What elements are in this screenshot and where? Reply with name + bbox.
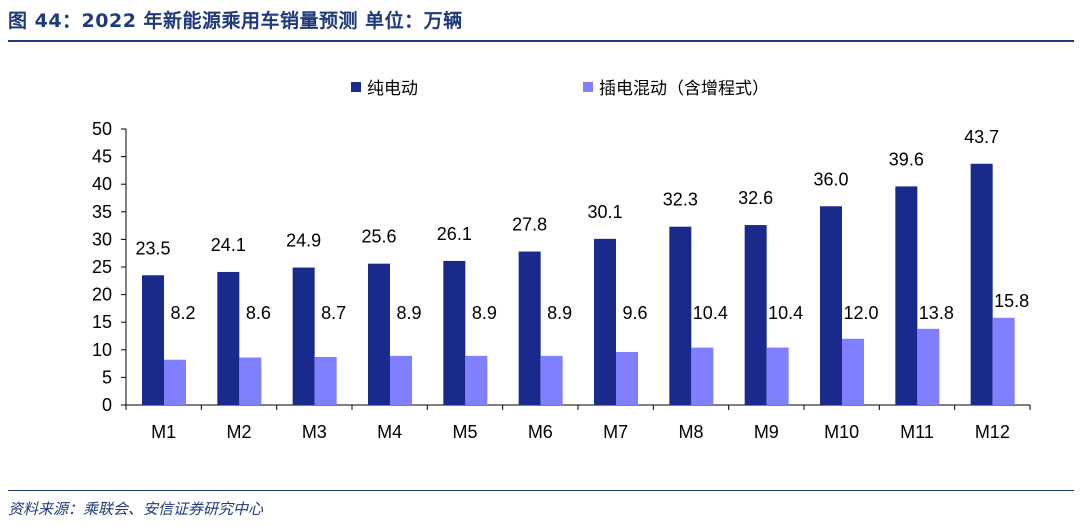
x-category-label: M10	[824, 422, 859, 442]
data-label-bev: 32.6	[738, 188, 773, 208]
x-category-label: M7	[603, 422, 628, 442]
data-label-phev: 8.9	[472, 303, 497, 323]
data-label-phev: 8.7	[321, 303, 346, 323]
x-category-label: M6	[528, 422, 553, 442]
x-category-label: M2	[226, 422, 251, 442]
bar-bev	[142, 275, 164, 405]
data-label-phev: 15.8	[994, 291, 1029, 311]
source-note: 资料来源：乘联会、安信证券研究中心	[8, 500, 264, 518]
bar-phev	[314, 356, 337, 405]
chart-bars	[142, 163, 1015, 405]
data-label-bev: 26.1	[437, 224, 472, 244]
bar-phev	[239, 357, 262, 405]
data-label-bev: 36.0	[813, 169, 848, 189]
legend-item-bev: 纯电动	[351, 74, 418, 99]
title-rule	[8, 40, 1074, 42]
bar-bev	[292, 267, 315, 405]
y-tick-label: 50	[92, 119, 112, 139]
x-category-label: M9	[754, 422, 779, 442]
legend-swatch-phev	[583, 81, 593, 92]
legend-label-phev: 插电混动（含增程式）	[599, 79, 769, 99]
bar-bev	[368, 263, 390, 405]
bar-phev	[917, 328, 940, 405]
data-label-bev: 43.7	[964, 127, 999, 147]
chart-legend: 纯电动 插电混动（含增程式）	[0, 74, 1080, 99]
bar-phev	[616, 352, 638, 405]
bar-phev	[465, 355, 488, 405]
data-label-bev: 32.3	[663, 190, 698, 210]
chart-axes: 0 5 10 15 20 25 30 35 40 45 50 M1 M2 M3 M4 M5 M6 M7 M8 M9 M1…	[92, 119, 1031, 442]
x-category-label: M8	[678, 422, 703, 442]
source-rule	[8, 490, 1074, 491]
data-label-phev: 8.9	[396, 303, 421, 323]
data-label-bev: 23.5	[135, 238, 170, 258]
data-label-phev: 8.9	[547, 303, 572, 323]
x-category-label: M12	[975, 422, 1010, 442]
y-tick-label: 30	[92, 229, 112, 249]
legend-swatch-bev	[351, 81, 361, 92]
bar-phev	[691, 347, 714, 405]
bar-phev	[842, 338, 864, 405]
x-category-label: M4	[377, 422, 402, 442]
y-tick-label: 10	[92, 340, 112, 360]
y-tick-label: 5	[102, 367, 112, 387]
legend-item-phev: 插电混动（含增程式）	[583, 74, 769, 99]
data-label-bev: 30.1	[587, 202, 622, 222]
y-tick-label: 0	[102, 395, 112, 415]
bar-phev	[164, 359, 186, 405]
bar-bev	[594, 238, 616, 405]
bar-bev	[820, 206, 842, 405]
bar-bev	[518, 251, 541, 405]
figure-title: 图 44：2022 年新能源乘用车销量预测 单位：万辆	[8, 10, 463, 32]
data-label-bev: 27.8	[512, 215, 547, 235]
legend-label-bev: 纯电动	[367, 79, 418, 99]
chart-data-labels: 23.5 24.1 24.9 25.6 26.1 27.8 30.1 32.3 32.6 36.0…	[135, 127, 1029, 323]
bar-phev	[390, 355, 412, 405]
bar-bev	[443, 260, 466, 405]
y-tick-label: 25	[92, 257, 112, 277]
data-label-phev: 13.8	[919, 303, 954, 323]
bar-phev	[992, 317, 1015, 405]
bar-phev	[540, 355, 563, 405]
y-tick-label: 20	[92, 285, 112, 305]
bar-chart: 0 5 10 15 20 25 30 35 40 45 50 M1 M2 M3 M4 M5 M6 M7 M8 M9 M1…	[92, 119, 1031, 442]
bar-bev	[744, 225, 767, 405]
bar-phev	[766, 347, 789, 405]
bar-bev	[895, 186, 918, 405]
data-label-phev: 8.2	[170, 303, 195, 323]
y-tick-label: 40	[92, 174, 112, 194]
data-label-phev: 9.6	[622, 303, 647, 323]
data-label-phev: 8.6	[246, 303, 271, 323]
data-label-bev: 39.6	[889, 149, 924, 169]
x-category-label: M11	[900, 422, 934, 442]
data-label-bev: 24.9	[286, 231, 321, 251]
data-label-bev: 25.6	[361, 227, 396, 247]
y-tick-label: 45	[92, 147, 112, 167]
x-category-label: M3	[302, 422, 327, 442]
bar-bev	[669, 226, 692, 405]
bar-bev	[970, 163, 993, 405]
data-label-phev: 12.0	[843, 303, 878, 323]
y-tick-label: 15	[92, 312, 112, 332]
x-category-label: M5	[452, 422, 477, 442]
data-label-phev: 10.4	[693, 303, 728, 323]
data-label-phev: 10.4	[768, 303, 803, 323]
x-category-label: M1	[151, 422, 176, 442]
bar-bev	[217, 271, 240, 405]
data-label-bev: 24.1	[211, 235, 246, 255]
y-tick-label: 35	[92, 202, 112, 222]
